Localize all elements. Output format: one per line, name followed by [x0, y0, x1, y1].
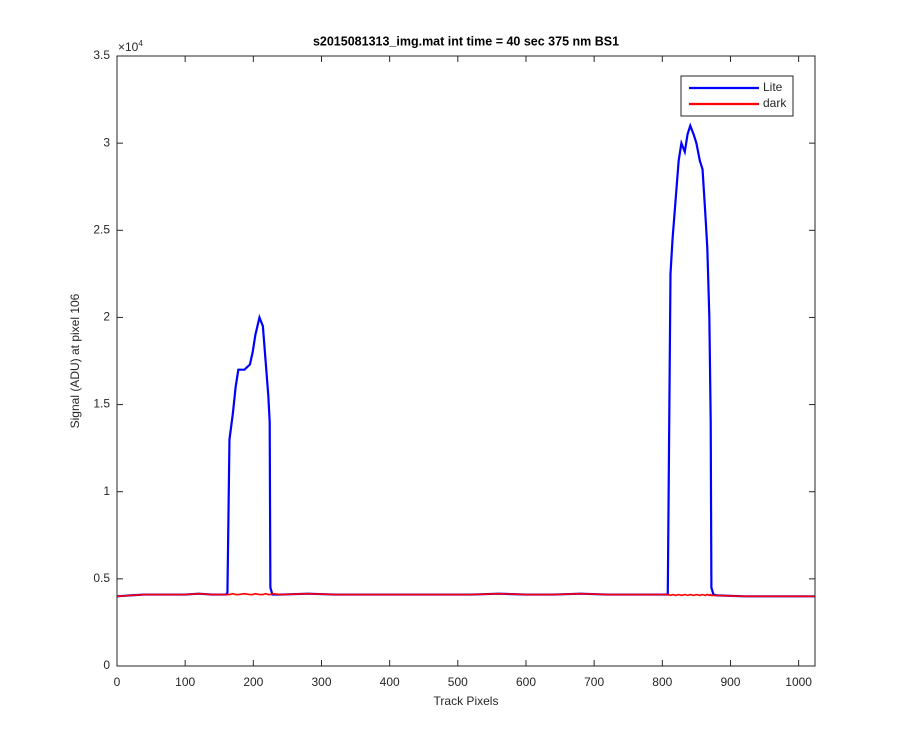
x-tick-label: 500 — [448, 675, 468, 689]
legend: Lite dark — [680, 75, 794, 117]
y-multiplier: ×104 — [118, 39, 143, 54]
y-tick-label: 1 — [103, 484, 110, 498]
legend-box — [680, 75, 794, 117]
y-axis-label: Signal (ADU) at pixel 106 — [68, 293, 82, 428]
series-line — [116, 592, 815, 598]
y-tick-label: 2 — [103, 310, 110, 324]
x-tick-label: 400 — [380, 675, 400, 689]
axes-box — [116, 55, 816, 667]
x-tick-label: 900 — [720, 675, 740, 689]
y-tick-label: 3 — [103, 135, 110, 149]
legend-label: Lite — [763, 80, 783, 94]
y-tick-label: 0 — [103, 658, 110, 672]
y-tick-label: 0.5 — [93, 571, 110, 585]
x-tick-label: 600 — [516, 675, 536, 689]
x-tick-label: 300 — [311, 675, 331, 689]
x-axis-label: Track Pixels — [434, 694, 499, 708]
legend-label: dark — [763, 96, 787, 110]
y-tick-label: 3.5 — [93, 48, 110, 62]
x-tick-label: 800 — [652, 675, 672, 689]
y-multiplier-exponent: 4 — [138, 39, 143, 48]
y-tick-label: 2.5 — [93, 222, 110, 236]
x-tick-label: 200 — [243, 675, 263, 689]
chart-title: s2015081313_img.mat int time = 40 sec 37… — [313, 34, 619, 48]
y-multiplier-base: ×10 — [118, 40, 139, 54]
x-tick-label: 700 — [584, 675, 604, 689]
x-tick-label: 0 — [114, 675, 121, 689]
y-tick-label: 1.5 — [93, 397, 110, 411]
x-tick-label: 1000 — [785, 675, 812, 689]
x-tick-label: 100 — [175, 675, 195, 689]
